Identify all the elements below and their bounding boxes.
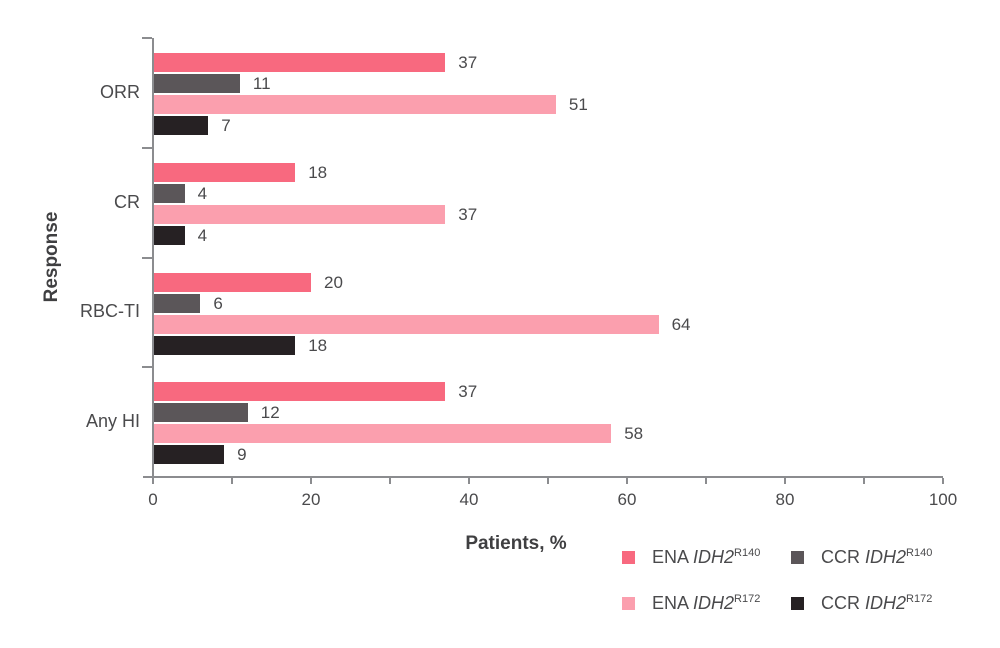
x-axis-tick (784, 478, 786, 484)
bar-value-label: 4 (197, 183, 208, 203)
bar-value-label: 18 (308, 162, 328, 182)
bar (154, 424, 611, 444)
bar-value-label: 4 (197, 225, 208, 245)
category-label: CR (114, 191, 140, 212)
bar-value-label: 7 (221, 116, 231, 135)
category-label: ORR (100, 81, 140, 102)
bar (154, 314, 659, 334)
x-tick-label: 20 (301, 490, 321, 509)
legend-label: ENA IDH2R172 (652, 592, 761, 613)
x-axis-tick (231, 478, 233, 484)
legend-label: CCR IDH2R140 (821, 546, 933, 567)
bar-value-label: 37 (458, 53, 478, 72)
bar (154, 162, 295, 182)
legend-item-ccr-r140: CCR IDH2R140 (791, 546, 932, 568)
x-axis-tick (389, 478, 391, 484)
x-axis-tick (468, 478, 470, 484)
bar (154, 183, 185, 203)
bar (154, 382, 445, 402)
bar-value-label: 6 (213, 293, 223, 313)
legend-item-ena-r172: ENA IDH2R172 (622, 592, 791, 614)
bar-value-label: 9 (237, 445, 247, 465)
bar-value-label: 64 (671, 314, 691, 334)
x-axis-tick (626, 478, 628, 484)
bar-value-label: 20 (324, 272, 343, 292)
bar-value-label: 11 (252, 74, 271, 93)
x-axis-tick (942, 478, 944, 484)
x-tick-label: 40 (459, 490, 479, 509)
y-axis-tick (142, 366, 152, 368)
bar (154, 335, 295, 355)
category-label: Any HI (85, 411, 140, 432)
category-label: RBC-TI (80, 301, 140, 322)
legend-swatch-icon (622, 550, 635, 564)
x-axis-tick (152, 478, 154, 484)
bar-value-label: 58 (624, 424, 644, 444)
bar (154, 225, 185, 245)
bar-value-label: 51 (568, 95, 588, 114)
x-axis-tick (705, 478, 707, 484)
x-axis-tick (863, 478, 865, 484)
bar (154, 445, 224, 465)
y-axis-tick (142, 147, 152, 149)
bar (154, 204, 445, 224)
legend-swatch-icon (791, 550, 804, 564)
legend-swatch-icon (622, 596, 635, 610)
bar (154, 403, 248, 423)
y-axis-tick (142, 37, 152, 39)
x-tick-label: 100 (928, 490, 958, 509)
x-axis-tick (547, 478, 549, 484)
legend-label: CCR IDH2R172 (821, 592, 933, 613)
legend-swatch-icon (791, 596, 804, 610)
bar (154, 272, 311, 292)
legend: ENA IDH2R140 CCR IDH2R140 ENA IDH2R172 C… (622, 546, 932, 614)
legend-label: ENA IDH2R140 (652, 546, 761, 567)
bar (154, 116, 208, 135)
x-axis-line (143, 476, 943, 478)
x-axis-tick (310, 478, 312, 484)
bar (154, 95, 556, 114)
legend-item-ena-r140: ENA IDH2R140 (622, 546, 791, 568)
x-axis-title: Patients, % (465, 533, 567, 554)
bar-value-label: 37 (458, 204, 478, 224)
bar (154, 74, 240, 93)
bar-value-label: 37 (458, 382, 478, 402)
bar (154, 53, 445, 72)
legend-item-ccr-r172: CCR IDH2R172 (791, 592, 932, 614)
x-tick-label: 60 (617, 490, 637, 509)
bar-value-label: 12 (260, 403, 280, 423)
bar (154, 293, 200, 313)
y-axis-line (152, 38, 154, 477)
y-axis-title: Response (41, 211, 62, 303)
y-axis-tick (142, 257, 152, 259)
x-tick-label: 80 (775, 490, 795, 509)
bar-value-label: 18 (308, 335, 328, 355)
x-tick-label: 0 (148, 490, 158, 509)
